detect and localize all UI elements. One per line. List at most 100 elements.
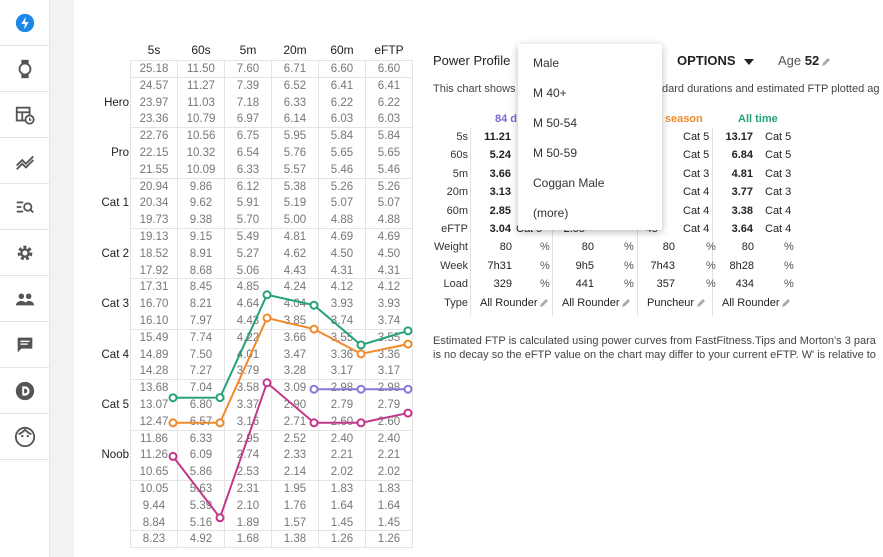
grid-cell: 1.64 — [330, 499, 354, 512]
grid-cell: 16.10 — [139, 315, 169, 327]
pencil-icon[interactable] — [539, 298, 549, 308]
grid-cell: 6.12 — [236, 180, 260, 193]
search-list-icon — [16, 201, 34, 213]
grid-cell: 3.58 — [236, 382, 260, 395]
pencil-icon[interactable] — [781, 298, 791, 308]
profile-stat-unit: % — [624, 259, 634, 272]
description-end: dard durations and estimated FTP plotted… — [662, 83, 880, 95]
profile-stat-value[interactable]: 80 — [581, 241, 594, 254]
grid-divider — [130, 60, 131, 548]
nav-item-analysis[interactable] — [0, 184, 50, 230]
grid-cell: 8.91 — [189, 247, 213, 260]
grid-cell: 23.36 — [139, 113, 169, 126]
grid-divider — [177, 60, 178, 548]
profile-stat-label: Load — [443, 278, 468, 291]
profile-stat-value[interactable]: 9h5 — [575, 259, 594, 272]
d-logo-icon — [15, 381, 35, 400]
rider-type-text: All Rounder — [480, 296, 538, 309]
grid-cell: 5.86 — [189, 466, 213, 479]
rider-type-text: Puncheur — [647, 296, 695, 309]
grid-cell: 3.16 — [236, 415, 260, 428]
profile-value-84d: 3.66 — [489, 167, 511, 180]
profile-stat-value[interactable]: 434 — [735, 278, 754, 291]
dropdown-item[interactable]: M 40+ — [533, 86, 567, 100]
profile-stat-value[interactable]: 8h28 — [729, 259, 754, 272]
grid-cell: 2.10 — [236, 499, 260, 512]
pencil-icon[interactable] — [621, 298, 631, 308]
nav-item-settings[interactable] — [0, 230, 50, 276]
grid-cell: 7.60 — [236, 63, 260, 75]
profile-stat-value[interactable]: 80 — [499, 241, 512, 254]
profile-value-alltime: 13.17 — [725, 131, 753, 143]
profile-value-84d: 11.21 — [484, 131, 511, 143]
grid-cell: 6.54 — [236, 147, 260, 159]
options-button[interactable]: OPTIONS — [677, 53, 755, 68]
grid-cell: 1.83 — [330, 483, 354, 495]
page-title: Power Profile — [433, 53, 511, 68]
age-label: Age — [778, 53, 802, 68]
nav-item-profile[interactable] — [0, 414, 50, 460]
grid-divider — [365, 60, 366, 548]
profile-type-label: Type — [444, 296, 468, 309]
grid-cell: 4.22 — [236, 331, 260, 344]
profile-column-header: All time — [738, 113, 778, 125]
grid-row-divider — [130, 547, 412, 549]
grid-cell: 3.74 — [330, 315, 354, 327]
profile-stat-value[interactable]: 357 — [656, 278, 675, 291]
profile-stat-unit: % — [784, 278, 794, 291]
grid-cell: 11.26 — [140, 449, 168, 462]
profile-stat-value[interactable]: 80 — [662, 241, 675, 254]
profile-rider-type[interactable]: Puncheur — [647, 297, 706, 309]
nav-item-watch[interactable] — [0, 46, 50, 92]
profile-stat-value[interactable]: 441 — [575, 278, 594, 291]
grid-cell: 7.50 — [189, 348, 213, 361]
age-field[interactable]: Age 52 — [778, 53, 831, 68]
grid-cell: 10.05 — [139, 483, 169, 495]
pencil-icon — [822, 57, 831, 66]
grid-cell: 20.34 — [139, 197, 169, 210]
profile-rider-type[interactable]: All Rounder — [562, 297, 631, 309]
dropdown-item[interactable]: (more) — [533, 206, 569, 220]
profile-column-header: 84 d — [495, 113, 518, 125]
dropdown-item[interactable]: M 50-59 — [533, 146, 578, 160]
nav-item-chat[interactable] — [0, 322, 50, 368]
grid-row-divider — [130, 228, 412, 229]
grid-cell: 6.97 — [236, 113, 260, 126]
grid-cell: 19.73 — [139, 214, 169, 227]
dropdown-item[interactable]: Male — [533, 56, 560, 70]
profile-stat-value[interactable]: 7h43 — [650, 259, 675, 272]
profile-category-alltime: Cat 3 — [765, 167, 792, 180]
grid-cell: 2.52 — [283, 432, 307, 445]
profile-stat-unit: % — [540, 278, 550, 291]
nav-item-fitness[interactable] — [0, 138, 50, 184]
profile-rider-type[interactable]: All Rounder — [722, 297, 791, 309]
grid-cell: 1.83 — [377, 483, 401, 495]
profile-stat-value[interactable]: 329 — [493, 278, 512, 291]
nav-item-discord[interactable] — [0, 368, 50, 414]
grid-cell: 1.45 — [330, 516, 354, 529]
grid-cell: 4.85 — [236, 281, 260, 294]
profile-stat-value[interactable]: 7h31 — [487, 259, 512, 272]
profile-category-alltime: Cat 5 — [765, 131, 792, 143]
grid-cell: 21.55 — [139, 163, 169, 176]
profile-metric-label: 60s — [450, 149, 468, 162]
nav-item-people[interactable] — [0, 276, 50, 322]
nav-item-activity[interactable] — [0, 0, 50, 46]
grid-cell: 2.95 — [236, 432, 260, 445]
grid-cell: 17.92 — [139, 264, 169, 277]
rider-type-text: All Rounder — [722, 296, 780, 309]
pencil-icon[interactable] — [696, 298, 706, 308]
category-dropdown-menu: Male M 40+ M 50-54 M 50-59 Coggan Male (more) — [518, 44, 662, 230]
nav-item-calendar[interactable] — [0, 92, 50, 138]
trend-icon — [16, 155, 34, 170]
dropdown-item[interactable]: M 50-54 — [533, 116, 578, 130]
grid-cell: 2.79 — [330, 399, 354, 411]
grid-cell: 4.43 — [236, 315, 260, 327]
watch-icon — [18, 59, 32, 78]
grid-cell: 11.50 — [187, 63, 215, 75]
profile-stat-value[interactable]: 80 — [741, 241, 754, 254]
profile-rider-type[interactable]: All Rounder — [480, 297, 549, 309]
dropdown-item[interactable]: Coggan Male — [533, 176, 605, 190]
grid-cell: 5.46 — [377, 163, 401, 176]
grid-cell: 5.26 — [330, 180, 354, 193]
